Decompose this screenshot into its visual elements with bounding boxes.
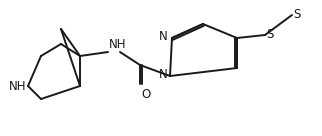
Text: O: O (141, 88, 150, 101)
Text: NH: NH (109, 38, 127, 51)
Text: S: S (266, 27, 273, 41)
Text: S: S (293, 7, 300, 21)
Text: NH: NH (8, 80, 26, 92)
Text: N: N (159, 30, 168, 44)
Text: N: N (159, 69, 168, 81)
